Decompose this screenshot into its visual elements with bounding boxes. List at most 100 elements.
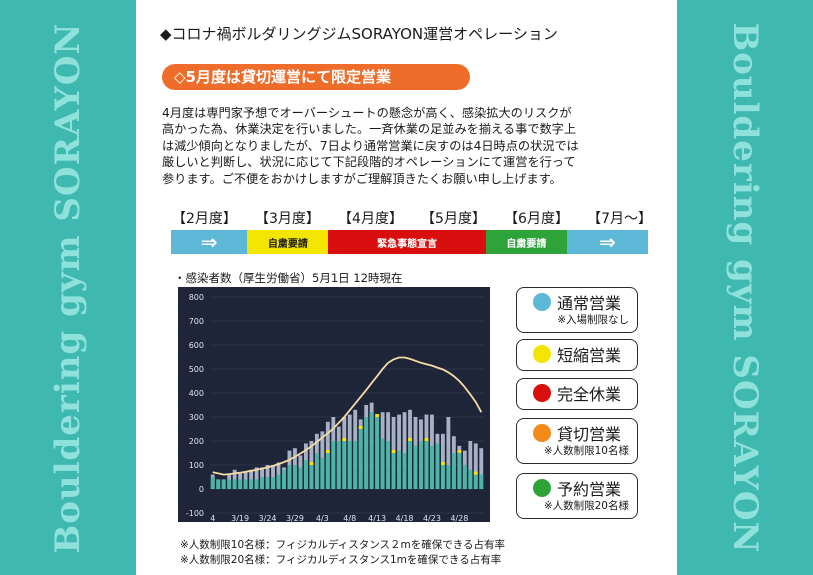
bar-base <box>243 479 248 489</box>
bar-base <box>221 479 226 489</box>
bar-base <box>440 465 445 489</box>
y-tick-label: 100 <box>189 461 204 470</box>
month-header-row: 【2月度】 【3月度】 【4月度】 【5月度】 【6月度】 【7月～】 <box>172 208 652 228</box>
timeline-segment: 自粛要請 <box>247 230 329 254</box>
side-brand-text-left: Bouldering gym SORAYON <box>48 21 88 554</box>
bar-highlight <box>325 450 330 453</box>
bar-base <box>298 467 303 489</box>
bar-base <box>260 477 264 489</box>
x-tick-label: 4/8 <box>343 514 356 522</box>
bar-base <box>238 479 243 489</box>
bar-highlight <box>391 450 396 453</box>
bar-base <box>413 445 418 489</box>
bar-base <box>325 453 330 489</box>
y-tick-label: 200 <box>189 437 204 446</box>
y-tick-label: 300 <box>189 413 204 422</box>
bar-base <box>402 453 407 489</box>
bar-base <box>227 479 232 489</box>
legend-dot-icon <box>532 479 551 497</box>
bar-highlight <box>424 438 429 441</box>
x-tick-label: 4/3 <box>316 514 329 522</box>
y-tick-label: 600 <box>189 341 204 350</box>
bar-base <box>473 474 478 489</box>
bar-base <box>435 443 440 489</box>
bar-base <box>210 477 215 489</box>
bar-base <box>358 429 363 489</box>
x-tick-label: 4 <box>210 514 215 522</box>
legend-name: 短縮営業 <box>556 346 621 365</box>
month-label: 【3月度】 <box>255 211 320 227</box>
paragraph-line: は減少傾向となりましたが、7日より通常営業に戻すのは4日時点の状況では <box>162 138 579 153</box>
timeline-segment: 緊急事態宣言 <box>328 230 486 254</box>
chart-caption: ・感染者数（厚生労働省）5月1日 12時現在 <box>174 271 403 285</box>
legend-dot-icon <box>532 345 551 363</box>
timeline-segment: ⇒ <box>171 230 248 254</box>
bar-base <box>309 465 314 489</box>
bar-highlight <box>358 426 363 429</box>
bar-base <box>265 477 270 489</box>
month-label: 【6月度】 <box>504 211 569 227</box>
bar-base <box>457 453 462 489</box>
bar-total <box>468 441 473 489</box>
bar-highlight <box>408 438 412 441</box>
moving-average-line <box>212 356 483 476</box>
bar-base <box>419 441 423 489</box>
bar-base <box>364 417 369 489</box>
bar-total <box>473 443 478 489</box>
legend-item-private: 貸切営業 ※人数制限10名様 <box>516 418 638 464</box>
x-tick-label: 4/23 <box>423 514 441 522</box>
bar-base <box>408 441 412 489</box>
right-side-band: Bouldering gym SORAYON <box>677 0 813 575</box>
bar-base <box>276 474 281 489</box>
bar-base <box>336 441 341 489</box>
paragraph-line: 参ります。ご不便をおかけしますがご理解頂きたくお願い申し上げます。 <box>162 171 562 186</box>
month-label: 【2月度】 <box>172 211 237 227</box>
legend-note: ※入場制限なし <box>557 314 629 326</box>
bar-base <box>282 469 286 489</box>
legend-item-closed: 完全休業 <box>516 378 638 410</box>
paragraph-line: 4月度は専門家予想でオーバーシュートの懸念が高く、感染拡大のリスクが <box>162 106 572 120</box>
bar-total <box>479 448 484 489</box>
y-tick-label: 400 <box>189 389 204 398</box>
main-content: ◆コロナ禍ボルダリングジムSORAYON運営オペレーション ◇5月度は貸切運営に… <box>136 0 677 575</box>
y-tick-label: 500 <box>189 365 204 374</box>
bar-base <box>303 460 308 489</box>
paragraph-line: 高かった為、休業決定を行いました。一斉休業の足並みを揃える事で数字上 <box>162 122 577 137</box>
x-tick-label: 3/19 <box>231 514 249 522</box>
legend-item-reservation: 予約営業 ※人数制限20名様 <box>516 473 638 519</box>
announcement-paragraph: 4月度は専門家予想でオーバーシュートの懸念が高く、感染拡大のリスクが 高かった為… <box>162 105 660 187</box>
month-label: 【4月度】 <box>338 211 403 227</box>
bar-base <box>342 441 347 489</box>
x-tick-label: 4/28 <box>450 514 468 522</box>
bar-base <box>462 465 467 489</box>
bar-base <box>320 457 325 489</box>
bar-base <box>347 441 352 489</box>
legend-note: ※人数制限10名様 <box>543 445 629 457</box>
y-tick-label: -100 <box>186 509 204 518</box>
left-side-band: Bouldering gym SORAYON <box>0 0 136 575</box>
timeline-segment: 自粛要請 <box>485 230 567 254</box>
bar-base <box>468 469 473 489</box>
x-tick-label: 3/29 <box>286 514 304 522</box>
bar-base <box>397 450 401 489</box>
subtitle-banner: ◇5月度は貸切運営にて限定営業 <box>162 64 470 90</box>
bar-base <box>314 453 319 489</box>
legend-name: 貸切営業 <box>556 425 621 444</box>
bar-base <box>391 453 396 489</box>
legend-dot-icon <box>532 384 551 402</box>
x-tick-label: 4/13 <box>368 514 386 522</box>
legend-item-normal: 通常営業 ※入場制限なし <box>516 287 638 333</box>
legend-name: 完全休業 <box>556 385 621 404</box>
legend-dot-icon <box>532 293 551 311</box>
bar-base <box>331 441 336 489</box>
month-label: 【7月～】 <box>587 211 652 227</box>
paragraph-line: 厳しいと判断し、状況に応じて下記段階的オペレーションにて運営を行って <box>162 155 576 170</box>
infections-chart-svg: -100 0 100 200 300 400 500 600 700 800 4 3/19 3/24 3/… <box>186 293 484 523</box>
x-tick-label: 3/24 <box>259 514 277 522</box>
bar-base <box>380 438 385 489</box>
bar-base <box>216 479 221 489</box>
bar-base <box>430 445 434 489</box>
bar-total <box>402 412 407 489</box>
bar-highlight <box>440 462 445 465</box>
bar-total <box>254 467 259 489</box>
